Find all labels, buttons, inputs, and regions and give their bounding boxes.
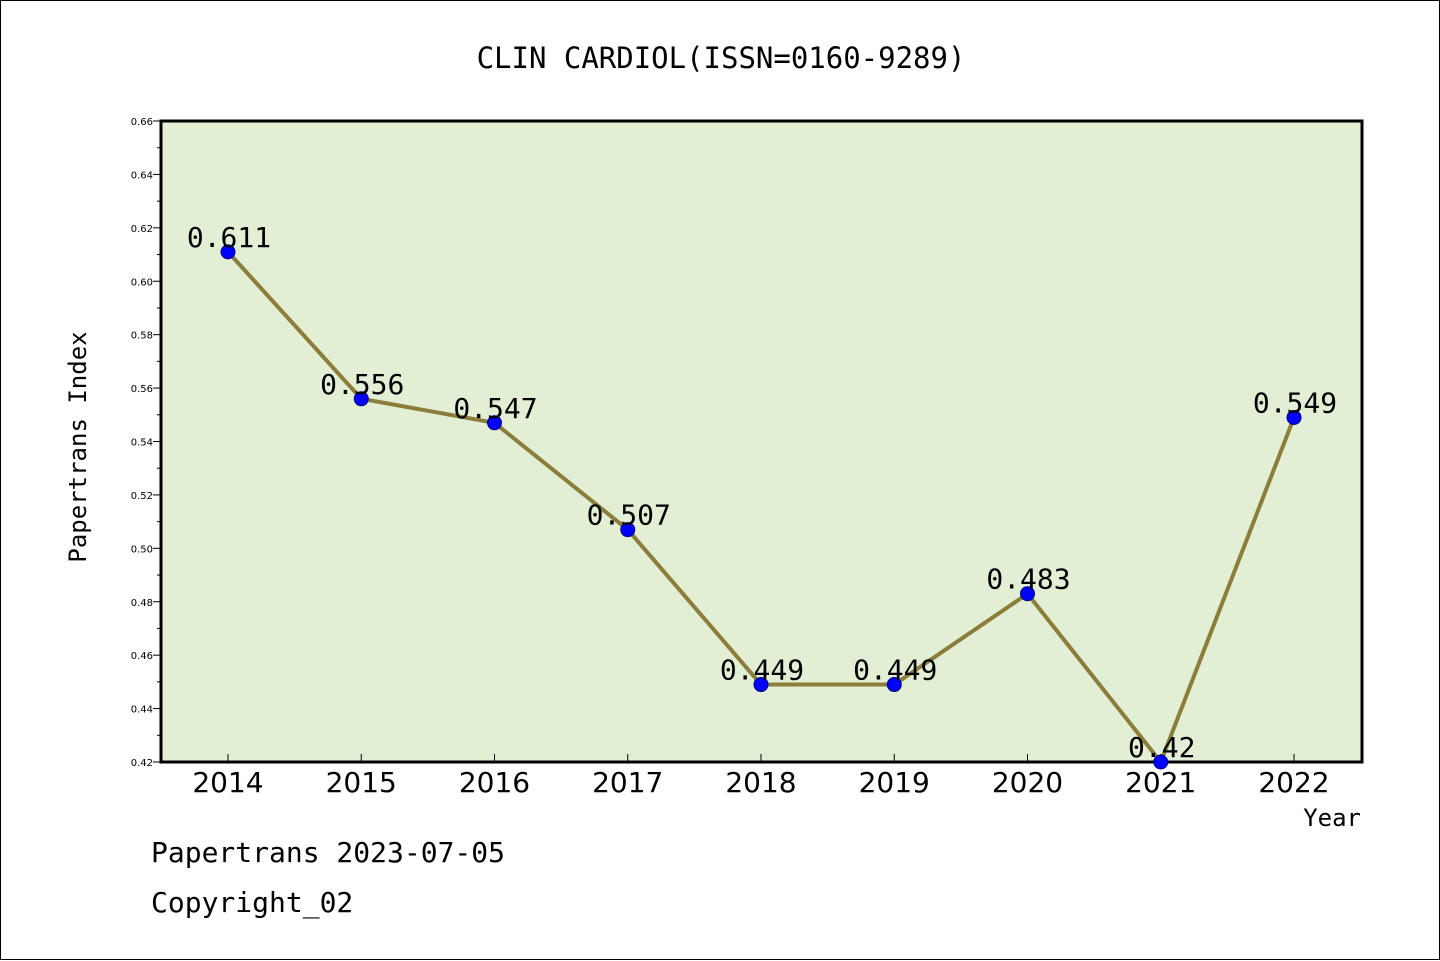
x-tick-label: 2021 [1125, 766, 1196, 799]
x-axis: 2014 2015 2016 2017 2018 2019 2020 2021 2022 [192, 754, 1330, 799]
y-tick-label: 0.46 [131, 651, 153, 662]
data-label: 0.449 [853, 654, 937, 687]
data-point [1286, 409, 1302, 425]
plot-area [159, 119, 1364, 764]
x-tick-label: 2019 [859, 766, 930, 799]
data-point [753, 677, 769, 693]
data-label: 0.556 [320, 368, 404, 401]
data-label: 0.449 [720, 654, 804, 687]
x-axis-label: Year [1303, 804, 1361, 832]
y-tick-label: 0.44 [131, 705, 153, 716]
y-axis: 0.42 0.44 0.46 0.48 0.50 0.52 0.54 0.56 0.58 0.60… [131, 117, 161, 769]
y-axis-label: Papertrans Index [64, 331, 92, 562]
x-tick-label: 2022 [1258, 766, 1329, 799]
y-tick-label: 0.64 [131, 170, 153, 181]
x-tick-label: 2020 [992, 766, 1063, 799]
footer-copyright: Copyright_02 [151, 886, 354, 919]
data-point [353, 391, 369, 407]
x-tick-label: 2017 [592, 766, 663, 799]
data-point [1153, 754, 1169, 770]
data-point [487, 415, 502, 431]
y-tick-label: 0.60 [131, 277, 153, 288]
y-tick-label: 0.52 [131, 491, 153, 502]
y-tick-label: 0.66 [131, 117, 153, 128]
data-label: 0.547 [453, 392, 537, 425]
x-tick-label: 2015 [326, 766, 397, 799]
series-index [220, 244, 1302, 770]
x-tick-label: 2014 [192, 766, 263, 799]
y-tick-label: 0.62 [131, 224, 153, 235]
data-labels: 0.611 0.556 0.547 0.507 0.449 0.449 0.483 0.42 0… [187, 221, 1337, 764]
data-point [886, 677, 902, 693]
data-label: 0.42 [1128, 731, 1195, 764]
chart-title: CLIN CARDIOL(ISSN=0160-9289) [477, 41, 966, 75]
y-tick-label: 0.42 [131, 758, 153, 769]
y-tick-label: 0.56 [131, 384, 153, 395]
data-point [220, 244, 236, 260]
footer-date: Papertrans 2023-07-05 [151, 836, 506, 869]
data-label: 0.549 [1253, 386, 1337, 419]
data-label: 0.507 [587, 499, 671, 532]
y-tick-label: 0.50 [131, 544, 153, 555]
x-tick-label: 2018 [725, 766, 796, 799]
data-label: 0.611 [187, 221, 271, 254]
y-tick-label: 0.48 [131, 598, 153, 609]
y-tick-label: 0.58 [131, 331, 153, 342]
data-label: 0.483 [986, 563, 1070, 596]
data-point [620, 522, 636, 538]
y-tick-label: 0.54 [131, 438, 153, 449]
x-tick-label: 2016 [459, 766, 530, 799]
data-point [1020, 586, 1035, 602]
